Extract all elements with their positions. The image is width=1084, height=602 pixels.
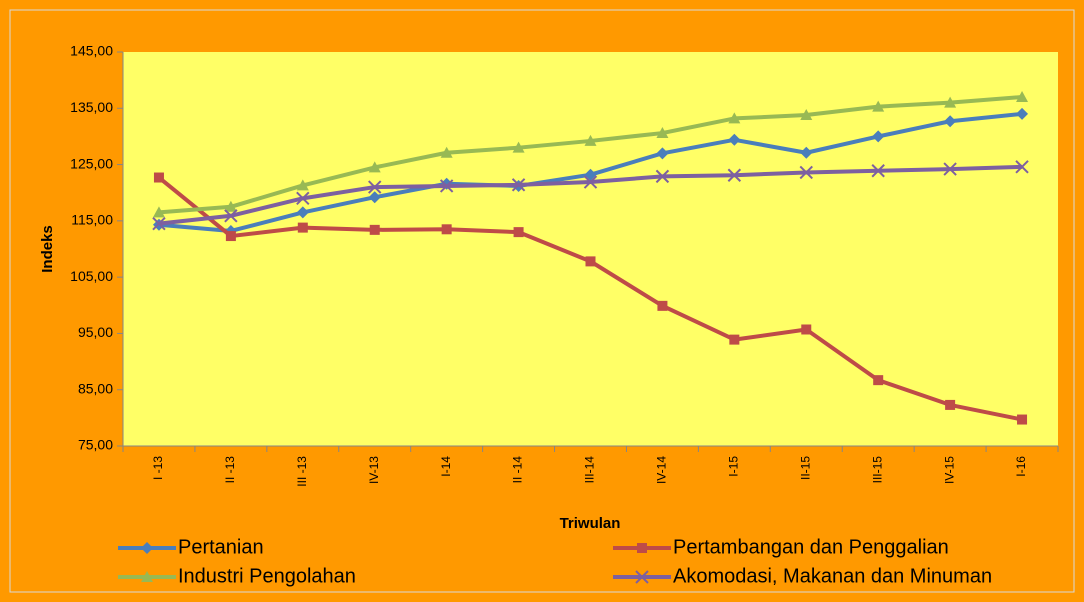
data-point <box>296 179 309 191</box>
data-point <box>873 375 884 386</box>
data-point <box>224 209 238 223</box>
x-tick-label: IV-13 <box>367 456 381 484</box>
data-point <box>657 300 668 311</box>
data-point <box>440 146 453 158</box>
x-tick-label: I-15 <box>727 456 741 477</box>
x-tick-label: II -14 <box>511 456 525 484</box>
data-point <box>584 134 597 146</box>
data-point <box>801 324 812 335</box>
x-tick-label: II -13 <box>223 456 237 484</box>
data-point <box>296 206 309 219</box>
x-tick-label: I -13 <box>151 456 165 480</box>
y-tick-label: 75,00 <box>78 437 113 453</box>
data-point <box>513 227 524 238</box>
legend-label: Pertanian <box>178 536 264 558</box>
data-point <box>1016 107 1029 120</box>
legend-marker <box>635 570 649 584</box>
data-point <box>728 112 741 124</box>
y-tick-label: 105,00 <box>70 268 113 284</box>
data-point <box>296 191 310 206</box>
legend-label: Akomodasi, Makanan dan Minuman <box>673 565 992 587</box>
data-point <box>368 161 381 173</box>
data-point <box>511 178 526 192</box>
data-point <box>439 179 454 193</box>
legend-label: Industri Pengolahan <box>178 565 356 587</box>
data-point <box>943 162 957 176</box>
data-point <box>153 172 164 183</box>
data-point <box>583 175 598 189</box>
data-point <box>655 169 670 184</box>
data-point <box>656 147 669 160</box>
x-tick-label: III-15 <box>870 456 884 484</box>
data-point <box>297 222 308 233</box>
plot-area <box>123 52 1058 446</box>
y-tick-label: 145,00 <box>70 43 113 59</box>
data-point <box>945 399 956 410</box>
data-point <box>368 180 382 194</box>
y-axis-label: Indeks <box>39 225 56 273</box>
data-point <box>728 133 741 146</box>
data-point <box>152 216 166 231</box>
data-point <box>799 165 813 180</box>
data-point <box>944 115 957 128</box>
data-point <box>872 100 885 112</box>
legend-label: Pertambangan dan Penggalian <box>673 536 949 558</box>
legend-marker <box>637 543 647 553</box>
x-tick-label: III-14 <box>583 456 597 484</box>
x-tick-label: I-16 <box>1014 456 1028 477</box>
data-point <box>368 191 381 204</box>
y-tick-label: 125,00 <box>70 155 113 171</box>
data-point <box>369 224 380 235</box>
x-tick-label: III -13 <box>295 456 309 487</box>
y-tick-label: 115,00 <box>71 212 113 228</box>
data-point <box>1015 160 1029 174</box>
x-tick-label: IV-14 <box>655 456 669 484</box>
data-point <box>727 168 742 182</box>
x-tick-label: IV-15 <box>942 456 956 484</box>
data-point <box>224 200 237 212</box>
data-point <box>944 96 957 108</box>
data-point <box>800 146 813 159</box>
data-point <box>441 224 452 235</box>
y-tick-label: 95,00 <box>78 324 113 340</box>
chart-border <box>9 9 1075 593</box>
data-point <box>512 141 525 153</box>
data-point <box>872 130 885 143</box>
data-point <box>1017 414 1028 425</box>
data-point <box>152 206 165 218</box>
legend-marker <box>141 571 153 582</box>
x-tick-label: II-15 <box>798 456 812 480</box>
data-point <box>1016 91 1029 103</box>
data-point <box>585 256 596 267</box>
data-point <box>871 164 885 178</box>
x-tick-label: I-14 <box>439 456 453 477</box>
x-axis-label: Triwulan <box>560 515 621 532</box>
data-point <box>729 334 740 345</box>
y-tick-label: 135,00 <box>70 99 113 115</box>
data-point <box>800 109 813 121</box>
data-point <box>656 127 669 139</box>
y-tick-label: 85,00 <box>78 380 113 396</box>
legend-marker <box>141 542 153 554</box>
data-point <box>225 231 236 242</box>
